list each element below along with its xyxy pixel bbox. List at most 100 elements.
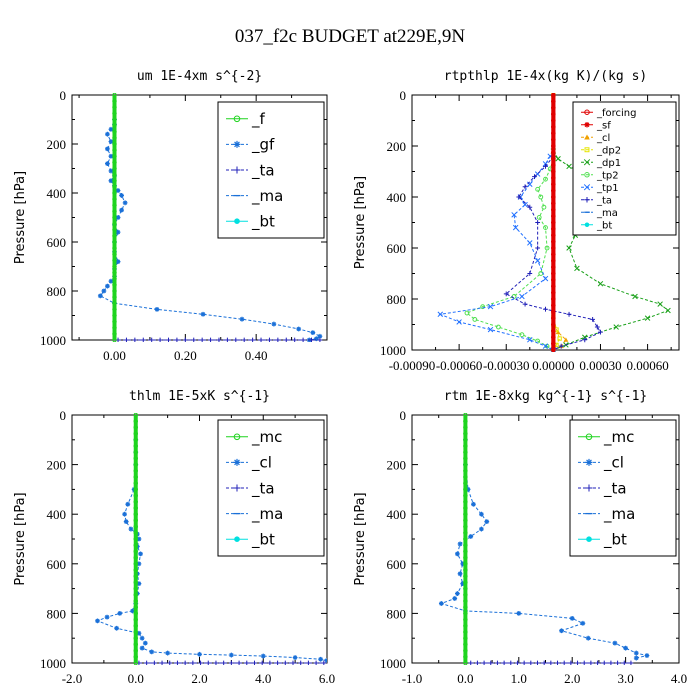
series-dp1-marker — [597, 280, 604, 287]
series-ta-marker — [528, 660, 534, 665]
series-ta-marker — [174, 337, 180, 342]
series-sf-marker — [551, 303, 556, 308]
series-f-marker — [112, 166, 117, 171]
series-dp1-marker — [644, 315, 651, 321]
series-gf-marker — [310, 330, 316, 336]
series-ta-marker — [236, 660, 242, 665]
series-ta-marker — [522, 184, 528, 190]
series-sf-marker — [551, 111, 556, 117]
series-mc-marker — [463, 617, 468, 622]
x-tick-label: -1.0 — [402, 671, 423, 686]
series-cl-marker — [484, 519, 490, 525]
series-mc-marker — [463, 536, 468, 542]
y-tick-label: 0 — [400, 408, 407, 423]
series-mc-marker — [463, 468, 468, 474]
series-ta-marker — [313, 660, 319, 665]
series-f-marker — [112, 282, 117, 288]
legend-label: _mc — [603, 428, 634, 447]
series-mc-marker — [133, 474, 139, 480]
legend-swatch-marker — [585, 484, 593, 492]
series-tp1-marker — [534, 257, 541, 264]
series-sf-marker — [551, 105, 556, 110]
series-mc-marker — [133, 462, 139, 467]
series-gf-marker — [317, 333, 323, 339]
panel-title: rtm 1E-8xkg kg^{-1} s^{-1} — [444, 389, 648, 404]
series-f-marker — [112, 313, 117, 318]
series-cl-marker — [516, 611, 522, 616]
series-cl-marker — [633, 650, 639, 656]
series-mc-marker — [463, 518, 468, 523]
series-f-marker — [112, 172, 117, 177]
series-sf-marker — [551, 347, 556, 352]
series-mc-marker — [133, 635, 139, 641]
series-sf-marker — [551, 309, 556, 314]
series-ta-marker — [561, 660, 567, 665]
legend-label: _forcing — [596, 108, 637, 119]
series-dp1-marker — [665, 307, 671, 314]
series-tp1-marker — [527, 240, 533, 246]
series-ta-marker — [508, 660, 514, 665]
series-dp1-marker — [613, 324, 619, 330]
series-ta-marker — [190, 660, 196, 665]
series-ta-marker — [516, 194, 522, 200]
y-tick-label: 1000 — [40, 333, 66, 348]
series-ta-marker — [250, 337, 256, 342]
series-cl-marker — [136, 536, 142, 542]
series-ta-marker — [481, 660, 487, 665]
series-mc-marker — [463, 437, 468, 443]
series-cl-marker — [139, 635, 145, 641]
series-ta-marker — [298, 660, 304, 665]
series-cl-marker — [130, 608, 135, 614]
series-f-marker — [112, 104, 117, 110]
series-sf-marker — [551, 150, 556, 155]
series-sf-marker — [551, 201, 556, 206]
series-gf-marker — [108, 178, 114, 184]
series-f-marker — [112, 307, 117, 312]
series-gf-marker — [105, 146, 110, 152]
series-mc-marker — [133, 542, 139, 548]
series-cl-marker — [122, 511, 127, 517]
series-tp1-marker — [456, 319, 462, 325]
y-tick-label: 600 — [47, 557, 67, 572]
y-tick-label: 1000 — [380, 656, 406, 671]
series-mc-marker — [463, 499, 468, 505]
series-cl-marker — [260, 653, 266, 659]
series-f-marker — [112, 160, 117, 165]
series-mc-marker — [463, 462, 468, 467]
series-mc-marker — [133, 629, 139, 635]
series-ta-marker — [543, 306, 548, 312]
series-ta-marker — [317, 337, 323, 342]
series-ta-marker — [221, 660, 227, 665]
legend-swatch-marker — [583, 184, 591, 191]
series-mc-marker — [463, 555, 468, 560]
series-ta-marker — [535, 245, 541, 251]
series-gf-marker — [115, 259, 121, 264]
panel-1: um 1E-4xm s^{-2} Pressure [hPa] 0 200 400 600… — [13, 69, 328, 363]
legend-label: _bt — [596, 220, 612, 231]
series-sf-marker — [551, 93, 556, 98]
series-cl-marker — [559, 628, 564, 634]
series-f-marker — [112, 227, 117, 233]
series-f-marker — [112, 264, 117, 269]
panel-title: rtpthlp 1E-4x(kg K)/(kg s) — [444, 69, 648, 84]
legend: _forcing_sf _cl_dp2 _dp1_tp2 _tp1_ta _ma_bt — [572, 101, 677, 236]
series-ta-marker — [182, 660, 188, 665]
y-tick-label: 800 — [47, 284, 67, 299]
series-ta-marker — [621, 660, 627, 665]
y-tick-label: 600 — [47, 235, 67, 250]
legend-label: _ma — [251, 505, 283, 524]
series-sf-marker — [551, 124, 556, 130]
series-ta-marker — [166, 337, 171, 342]
y-tick-label: 600 — [387, 241, 407, 256]
legend-swatch-marker — [233, 140, 241, 148]
series-mc-marker — [463, 660, 468, 665]
series-tp1-marker — [437, 311, 444, 318]
series-ta-marker — [124, 337, 129, 342]
legend-label: _ma — [596, 208, 618, 219]
series-sf-marker — [551, 169, 556, 174]
legend-swatch-marker — [585, 433, 593, 441]
series-ta-marker — [205, 660, 211, 665]
series-ta-marker — [182, 337, 188, 342]
series-ta-marker — [608, 660, 614, 665]
legend: _mc _cl _ta _ma _bt — [217, 419, 325, 557]
